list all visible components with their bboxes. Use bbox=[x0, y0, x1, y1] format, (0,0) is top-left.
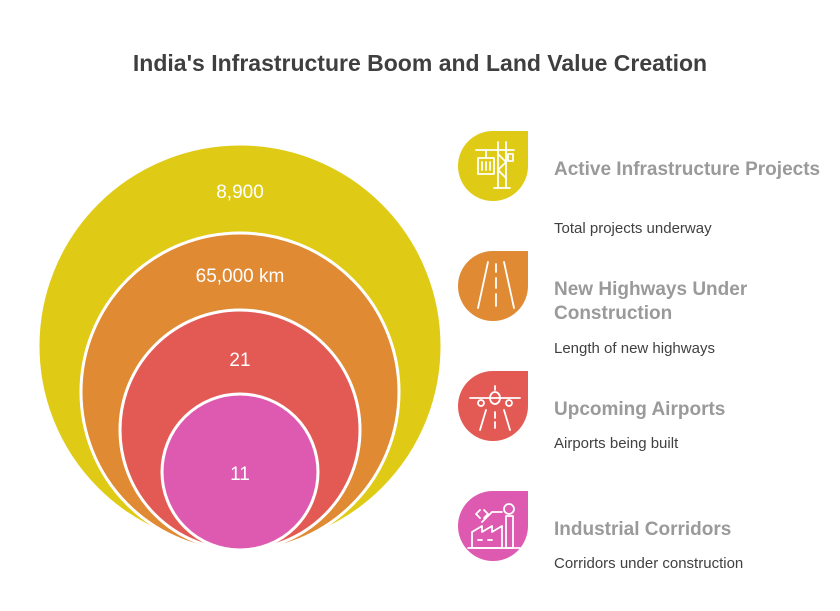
item-title: Active Infrastructure Projects bbox=[554, 159, 821, 180]
item-description: Total projects underway bbox=[554, 220, 712, 237]
ring-corridors bbox=[160, 392, 320, 552]
item-title: Upcoming Airports bbox=[554, 399, 726, 420]
factory-icon bbox=[458, 491, 528, 561]
item-description: Airports being built bbox=[554, 435, 679, 452]
crane-icon bbox=[458, 131, 528, 201]
item-description: Length of new highways bbox=[554, 340, 715, 357]
ring-value-projects: 8,900 bbox=[216, 182, 264, 203]
diagram-title: India's Infrastructure Boom and Land Val… bbox=[132, 50, 708, 76]
ring-value-highways: 65,000 km bbox=[196, 266, 285, 287]
ring-value-corridors: 11 bbox=[230, 464, 250, 485]
highway-icon bbox=[458, 251, 528, 321]
item-highways: New Highways Under Construction Length o… bbox=[458, 248, 838, 357]
item-corridors: Industrial Corridors Corridors under con… bbox=[458, 488, 838, 578]
item-projects: Active Infrastructure Projects Total pro… bbox=[458, 128, 838, 237]
item-airports: Upcoming Airports Airports being built bbox=[458, 368, 838, 458]
item-title: New Highways Under Construction bbox=[554, 279, 748, 324]
airplane-icon bbox=[458, 371, 528, 441]
item-title: Industrial Corridors bbox=[554, 519, 732, 540]
item-description: Corridors under construction bbox=[554, 555, 744, 572]
ring-value-airports: 21 bbox=[229, 350, 250, 371]
